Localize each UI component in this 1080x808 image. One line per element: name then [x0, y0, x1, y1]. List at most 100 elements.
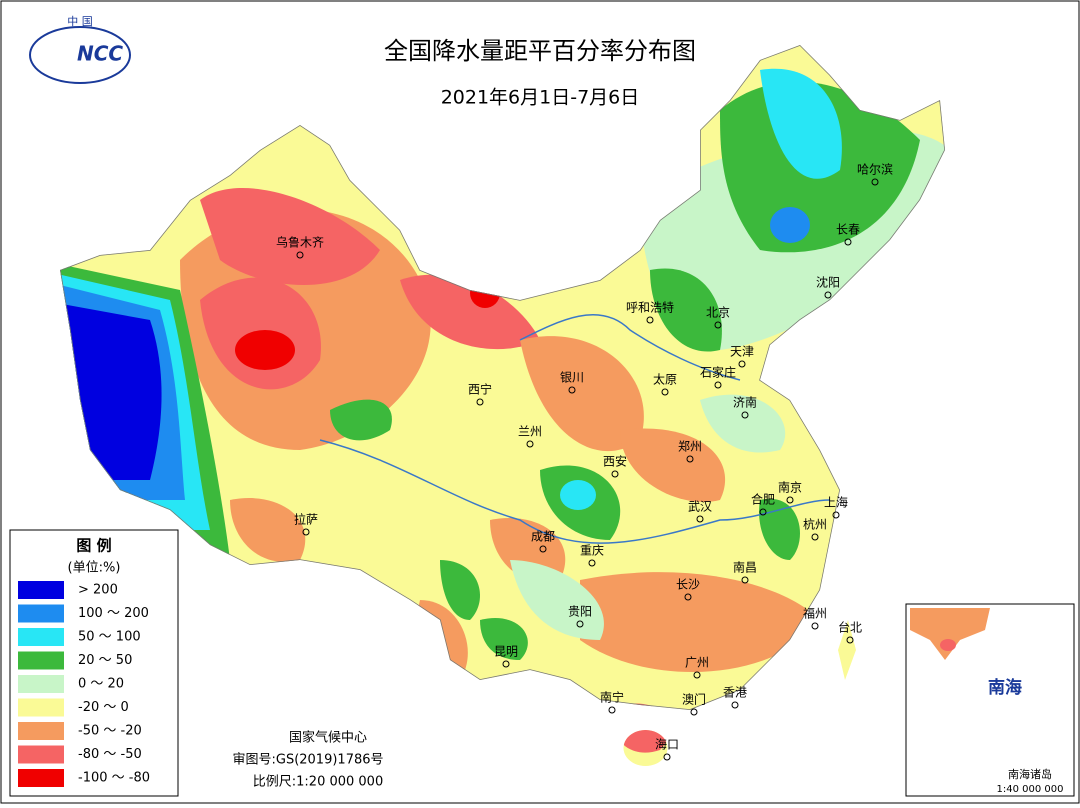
inset: 南海 南海诸岛 1:40 000 000 — [905, 603, 1075, 797]
legend-label: 100 ～ 200 — [78, 606, 149, 621]
city-dot — [526, 440, 534, 448]
credit-agency: 国家气候中心 — [289, 730, 367, 746]
city-label: 长沙 — [676, 578, 700, 592]
city-label: 南昌 — [733, 560, 757, 575]
inset-sea: 南海 — [988, 677, 1022, 698]
river — [319, 439, 831, 544]
city-label: 杭州 — [803, 517, 827, 532]
city-label: 沈阳 — [816, 275, 840, 290]
legend-title: 图 例 — [76, 537, 111, 555]
city-dot — [502, 660, 510, 668]
city-dot — [476, 398, 484, 406]
legend-swatch — [18, 769, 64, 787]
inset-islands: 南海诸岛 — [1008, 767, 1052, 781]
city-label: 澳门 — [682, 692, 706, 707]
city-label: 合肥 — [751, 492, 775, 507]
legend-label: > 200 — [78, 583, 118, 598]
city-label: 海口 — [655, 737, 679, 752]
city-label: 昆明 — [494, 645, 518, 659]
city-label: 南宁 — [600, 690, 624, 705]
city-label: 长春 — [836, 223, 860, 237]
legend-swatch — [18, 698, 64, 717]
city-label: 北京 — [706, 306, 730, 320]
city-dot — [846, 636, 854, 644]
legend-swatch — [18, 581, 64, 599]
city-dot — [611, 470, 619, 478]
city-label: 乌鲁木齐 — [276, 235, 324, 250]
legend-swatch — [18, 651, 64, 670]
logo: 中 国 NCC — [29, 15, 131, 84]
city-dot — [296, 251, 304, 259]
legend-label: -50 ～ -20 — [78, 724, 142, 739]
city-dot — [663, 753, 671, 761]
subtitle: 2021年6月1日-7月6日 — [441, 87, 640, 109]
city-label: 天津 — [730, 345, 754, 359]
city-label: 南京 — [778, 480, 802, 495]
city-dot — [832, 511, 840, 519]
city-label: 武汉 — [688, 500, 712, 514]
city-dot — [741, 411, 749, 419]
city-dot — [661, 388, 669, 396]
city-label: 拉萨 — [294, 512, 318, 527]
credit-scale: 比例尺:1:20 000 000 — [253, 775, 383, 790]
city-label: 香港 — [723, 686, 747, 700]
inset-scale: 1:40 000 000 — [997, 784, 1064, 795]
city-dot — [696, 515, 704, 523]
city-dot — [731, 701, 739, 709]
city-dot — [576, 620, 584, 628]
legend-label: 50 ～ 100 — [78, 630, 141, 645]
title: 全国降水量距平百分率分布图 — [384, 37, 696, 65]
city-dot — [588, 559, 596, 567]
legend-swatch — [18, 628, 64, 646]
city-dot — [871, 178, 879, 186]
city-dot — [539, 545, 547, 553]
city-label: 济南 — [733, 395, 757, 410]
city-label: 石家庄 — [700, 365, 736, 380]
city-dot — [741, 576, 749, 584]
city-dot — [714, 321, 722, 329]
legend-label: 20 ～ 50 — [78, 653, 132, 668]
city-label: 上海 — [824, 495, 848, 510]
city-dot — [714, 381, 722, 389]
city-label: 银川 — [560, 371, 584, 385]
legend-swatch — [18, 675, 64, 693]
city-label: 郑州 — [678, 439, 702, 454]
city-dot — [646, 316, 654, 324]
legend: 图 例 (单位:%) > 200 100 ～ 200 50 ～ 100 20 ～ 50… — [9, 529, 179, 797]
city-dot — [759, 508, 767, 516]
city-label: 兰州 — [518, 425, 542, 439]
legend-label: -100 ～ -80 — [78, 771, 150, 786]
credit-approval: 审图号:GS(2019)1786号 — [232, 753, 383, 768]
legend-swatch — [18, 745, 64, 764]
city-label: 西宁 — [468, 382, 492, 397]
city-dot — [811, 533, 819, 541]
city-label: 呼和浩特 — [626, 300, 674, 315]
city-label: 哈尔滨 — [857, 162, 893, 177]
river — [519, 314, 741, 381]
city-label: 成都 — [531, 530, 555, 544]
legend-label: -20 ～ 0 — [78, 700, 129, 715]
legend-swatch — [18, 604, 64, 623]
city-dot — [738, 360, 746, 368]
city-dot — [690, 708, 698, 716]
city-label: 贵阳 — [568, 605, 592, 619]
city-dot — [568, 386, 576, 394]
logo-top: 中 国 — [67, 15, 93, 28]
city-dot — [302, 528, 310, 536]
city-label: 广州 — [685, 656, 709, 670]
legend-label: -80 ～ -50 — [78, 747, 142, 762]
legend-swatch — [18, 722, 64, 740]
city-dot — [824, 291, 832, 299]
city-dot — [844, 238, 852, 246]
city-dot — [686, 455, 694, 463]
city-dot — [693, 671, 701, 679]
city-label: 西安 — [603, 454, 627, 469]
city-label: 重庆 — [580, 544, 604, 558]
city-dot — [608, 706, 616, 714]
city-dot — [811, 622, 819, 630]
city-label: 太原 — [653, 372, 677, 387]
city-label: 福州 — [803, 606, 827, 621]
legend-unit: (单位:%) — [68, 561, 121, 576]
logo-text: NCC — [77, 42, 123, 66]
